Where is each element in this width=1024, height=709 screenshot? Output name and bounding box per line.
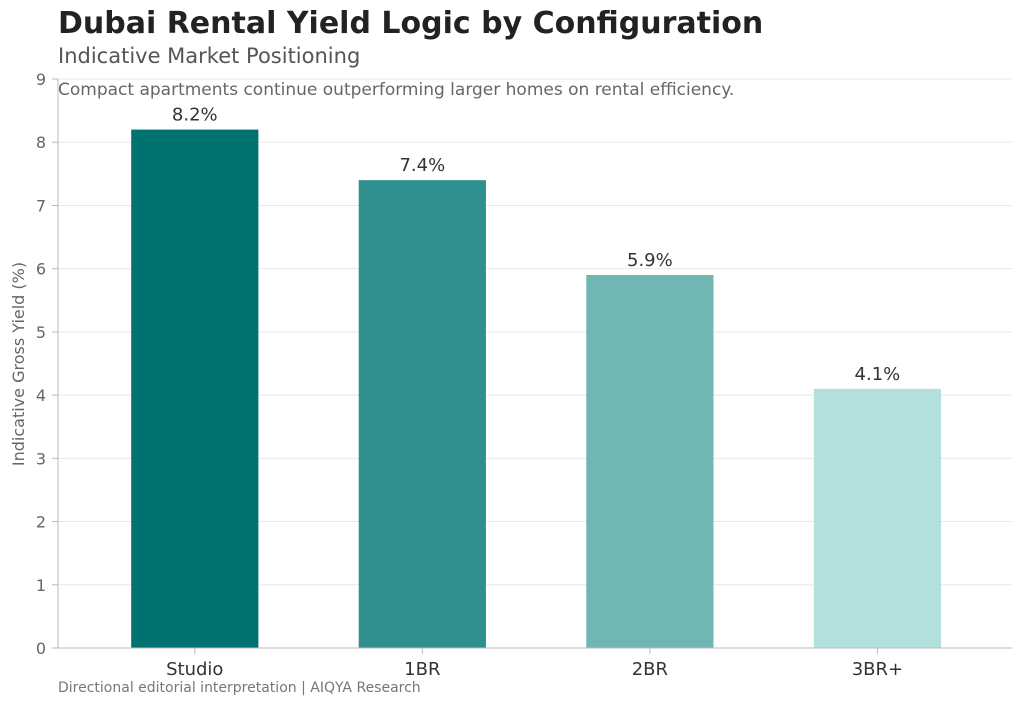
y-axis-label: Indicative Gross Yield (%) [9,262,28,466]
x-tick-label: 1BR [404,659,440,680]
chart-subtitle: Indicative Market Positioning [58,44,361,68]
y-tick-label: 2 [36,513,46,532]
x-tick-label: Studio [166,659,223,680]
y-tick-label: 3 [36,449,46,468]
chart-title: Dubai Rental Yield Logic by Configuratio… [58,6,764,41]
y-tick-label: 6 [36,260,46,279]
x-tick-label: 2BR [632,659,668,680]
x-tick-label: 3BR+ [852,659,903,680]
y-tick-label: 4 [36,386,46,405]
bar-value-label: 5.9% [627,250,673,271]
y-tick-label: 1 [36,576,46,595]
footnote: Directional editorial interpretation | A… [58,680,421,696]
y-tick-label: 7 [36,196,46,215]
y-tick-label: 9 [36,70,46,89]
axes [52,78,1012,654]
y-tick-label: 8 [36,133,46,152]
bar-1br [358,180,486,648]
bar-3br [813,388,942,648]
bars [131,129,942,649]
y-tick-label: 5 [36,323,46,342]
chart-annotation: Compact apartments continue outperformin… [58,80,734,100]
bar-value-label: 4.1% [855,364,901,385]
bar-value-label: 8.2% [172,105,218,126]
bar-studio [131,129,259,649]
y-tick-label: 0 [36,639,46,658]
bar-value-label: 7.4% [399,155,445,176]
labels: 0 1 2 3 4 5 6 7 8 9 8.2% Studio 7.4% 1BR 5.9% 2BR 4.1% 3B… [36,70,903,680]
bar-2br [586,274,714,648]
